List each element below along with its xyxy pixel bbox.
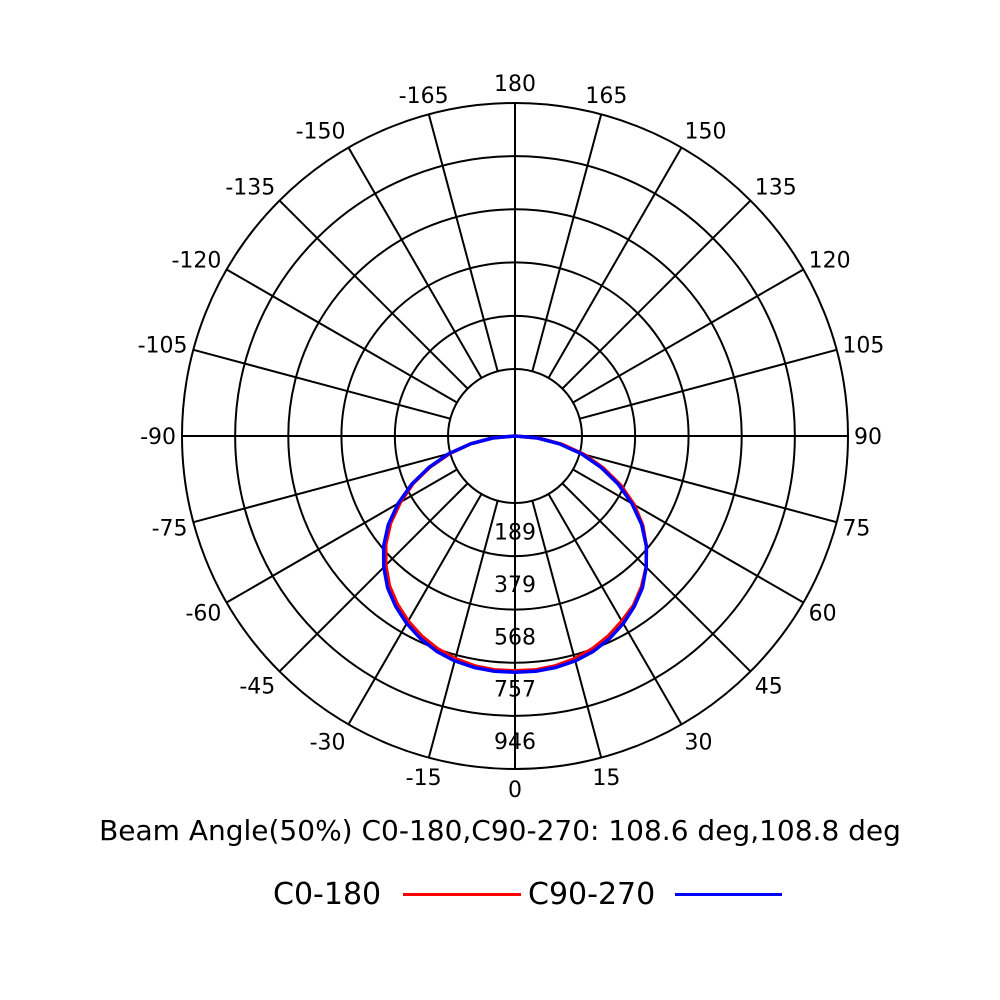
angle-label: 165 <box>585 84 627 109</box>
radial-spoke <box>547 493 683 725</box>
grid-circle <box>287 208 743 664</box>
legend-label-c90-270: C90-270 <box>528 877 656 912</box>
radial-spoke <box>226 268 458 404</box>
radial-spoke <box>531 114 603 372</box>
angle-label: 90 <box>854 425 882 450</box>
radial-spoke <box>193 348 451 420</box>
inner-circle <box>447 368 583 504</box>
radial-spoke <box>531 500 603 758</box>
legend: C0-180 C90-270 <box>0 875 1000 915</box>
angle-label: -135 <box>225 175 275 200</box>
radial-tick-labels: 189 379 568 757 946 <box>494 520 536 755</box>
radial-spoke <box>347 493 483 725</box>
radial-spoke <box>278 199 469 390</box>
radial-tick-label: 568 <box>494 625 536 650</box>
series-line-c90-270 <box>381 434 649 674</box>
radial-spoke <box>547 147 683 379</box>
angle-label: -105 <box>138 334 188 359</box>
radial-tick-label: 757 <box>494 678 536 703</box>
angle-label: -45 <box>239 675 275 700</box>
angle-label: 60 <box>809 602 837 627</box>
angle-label: 135 <box>755 175 797 200</box>
grid-circle <box>234 155 796 717</box>
legend-label-c0-180: C0-180 <box>273 877 382 912</box>
radial-spoke <box>427 114 499 372</box>
angle-labels: 180 1651501351201059075604530150-15-30-45… <box>138 72 885 803</box>
grid-circle <box>181 102 849 770</box>
angle-label: -60 <box>185 602 221 627</box>
angle-label: 0 <box>508 778 522 803</box>
beam-angle-caption: Beam Angle(50%) C0-180,C90-270: 108.6 de… <box>99 814 901 847</box>
angle-label: 30 <box>685 731 713 756</box>
angle-label: -150 <box>296 119 346 144</box>
angle-label: -165 <box>399 84 449 109</box>
radial-tick-label: 946 <box>494 730 536 755</box>
radial-spoke <box>347 147 483 379</box>
radial-spoke <box>226 468 458 604</box>
grid-circle <box>393 314 637 558</box>
radial-tick-label: 189 <box>494 520 536 545</box>
radial-spoke <box>427 500 499 758</box>
angle-label: 150 <box>685 119 727 144</box>
angle-label: -90 <box>140 425 176 450</box>
radial-spoke <box>561 199 752 390</box>
radial-spoke <box>579 348 837 420</box>
radial-spoke <box>572 468 804 604</box>
angle-label: -120 <box>171 249 221 274</box>
legend-swatch-c0-180 <box>403 893 521 896</box>
angle-label: 45 <box>755 675 783 700</box>
intensity-curves <box>381 434 649 674</box>
radial-spoke <box>278 482 469 673</box>
radial-tick-label: 379 <box>494 573 536 598</box>
angle-label: 15 <box>592 766 620 791</box>
radial-spoke <box>572 268 804 404</box>
radial-spoke <box>193 452 451 524</box>
angle-label: 120 <box>809 249 851 274</box>
angle-label: -30 <box>310 731 346 756</box>
radial-spoke <box>561 482 752 673</box>
radial-spoke <box>579 452 837 524</box>
angle-label: -75 <box>152 516 188 541</box>
angle-label: -15 <box>406 766 442 791</box>
grid-circle <box>340 261 690 611</box>
angle-label: 180 <box>494 72 536 97</box>
angle-label: 75 <box>842 516 870 541</box>
legend-swatch-c90-270 <box>675 893 782 896</box>
angle-label: 105 <box>842 334 884 359</box>
